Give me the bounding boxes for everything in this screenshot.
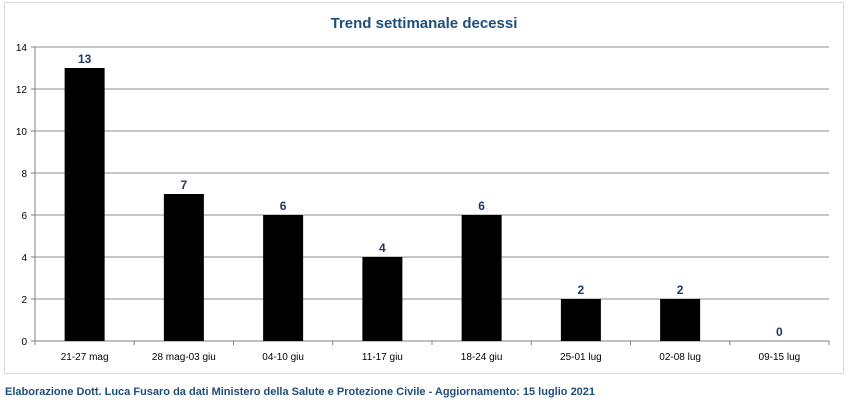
chart-frame bbox=[4, 2, 844, 374]
data-label: 2 bbox=[677, 283, 684, 297]
bar-chart: Trend settimanale decessi 0 2 4 6 8 10 12 14 21-… bbox=[16, 15, 830, 363]
data-label: 4 bbox=[379, 241, 386, 255]
y-tick-label: 8 bbox=[21, 169, 27, 180]
x-tick-label: 09-15 lug bbox=[759, 352, 801, 363]
x-tick-label: 11-17 giu bbox=[362, 352, 403, 363]
axes: 0 2 4 6 8 10 12 14 21-27 mag 28 mag-03 giu 04-10 g… bbox=[16, 43, 830, 363]
x-tick-label: 18-24 giu bbox=[461, 352, 503, 363]
x-tick-label: 02-08 lug bbox=[659, 352, 701, 363]
footer-credit: Elaborazione Dott. Luca Fusaro da dati M… bbox=[5, 386, 596, 398]
bars bbox=[64, 68, 701, 341]
x-tick-label: 25-01 lug bbox=[560, 352, 602, 363]
data-label: 13 bbox=[78, 52, 92, 66]
chart-title: Trend settimanale decessi bbox=[331, 15, 518, 32]
bar bbox=[461, 215, 502, 341]
bar bbox=[163, 194, 204, 341]
y-tick-label: 14 bbox=[16, 43, 28, 54]
data-label: 0 bbox=[776, 325, 783, 339]
bar bbox=[560, 299, 601, 341]
bar bbox=[362, 257, 403, 341]
y-tick-label: 12 bbox=[16, 85, 28, 96]
data-label: 6 bbox=[478, 199, 485, 213]
y-tick-label: 10 bbox=[16, 127, 28, 138]
data-labels: 13 7 6 4 6 2 2 0 bbox=[78, 52, 783, 339]
bar bbox=[660, 299, 701, 341]
gridlines bbox=[35, 46, 829, 300]
data-label: 7 bbox=[181, 178, 188, 192]
y-tick-label: 6 bbox=[21, 211, 27, 222]
x-tick-label: 04-10 giu bbox=[262, 352, 304, 363]
x-tick-label: 21-27 mag bbox=[61, 352, 109, 363]
data-label: 2 bbox=[578, 283, 585, 297]
data-label: 6 bbox=[280, 199, 287, 213]
x-tick-label: 28 mag-03 giu bbox=[152, 352, 216, 363]
y-tick-label: 0 bbox=[21, 337, 27, 348]
y-tick-label: 4 bbox=[21, 253, 27, 264]
y-tick-label: 2 bbox=[21, 295, 27, 306]
bar bbox=[64, 68, 105, 341]
bar bbox=[263, 215, 304, 341]
